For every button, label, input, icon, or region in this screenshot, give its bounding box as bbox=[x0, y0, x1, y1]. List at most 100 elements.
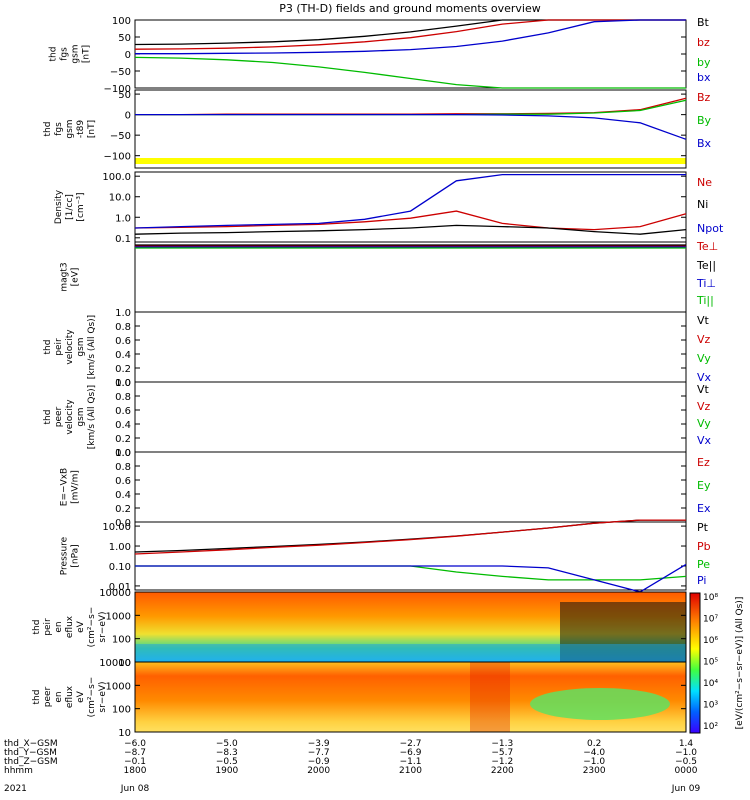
x-tick-value: −3.9 bbox=[308, 739, 330, 749]
y-axis-label: thd bbox=[49, 47, 59, 62]
legend-Vy: Vy bbox=[697, 352, 711, 365]
y-tick-label: 1.0 bbox=[115, 213, 131, 224]
x-tick-value: −2.7 bbox=[400, 739, 422, 749]
panel-frame bbox=[134, 241, 687, 313]
y-axis-label: gsm bbox=[76, 337, 86, 356]
y-tick-label: 1000 bbox=[106, 611, 131, 622]
series-line-Pb bbox=[134, 519, 686, 555]
x-tick-value: 2000 bbox=[307, 766, 330, 776]
y-tick-label: 0.0 bbox=[115, 378, 131, 389]
y-axis-label: thd bbox=[43, 410, 53, 425]
y-tick-label: 0.8 bbox=[115, 392, 131, 403]
legend-Te||: Te|| bbox=[696, 259, 716, 272]
colorbar-gradient bbox=[689, 592, 701, 734]
y-tick-label: 0.6 bbox=[115, 336, 131, 347]
panel-peir_velocity: 1.0 0.8 0.6 0.4 0.2 0.0 thd peir velocity gsm [km/… bbox=[43, 308, 712, 389]
y-axis-label: thd bbox=[32, 690, 42, 705]
y-tick-label: 0.6 bbox=[115, 406, 131, 417]
y-axis-label: (cm²−s− bbox=[87, 607, 97, 648]
y-tick-label: 0.2 bbox=[115, 364, 131, 375]
legend-Te⊥: Te⊥ bbox=[696, 240, 718, 253]
y-axis-label: peer bbox=[54, 406, 64, 427]
y-tick-label: 0.10 bbox=[109, 562, 131, 573]
x-tick-value: −7.7 bbox=[308, 748, 330, 758]
x-end-date: Jun 09 bbox=[671, 784, 701, 794]
x-tick-value: −6.9 bbox=[400, 748, 422, 758]
y-tick-label: 0.2 bbox=[115, 434, 131, 445]
x-tick-value: −1.3 bbox=[491, 739, 513, 749]
y-tick-label: 0.4 bbox=[115, 350, 131, 361]
panel-frame bbox=[134, 521, 687, 591]
legend-Ex: Ex bbox=[697, 502, 711, 515]
y-axis-label: [1/cc] bbox=[65, 194, 75, 220]
series-line-Ne bbox=[134, 210, 687, 231]
y-tick-label: 0.1 bbox=[115, 234, 131, 245]
panel-frame bbox=[134, 89, 687, 169]
y-tick-label: 100 bbox=[112, 635, 131, 646]
y-axis-label: en bbox=[54, 621, 64, 632]
y-tick-label: 50 bbox=[118, 90, 131, 101]
y-axis-label: peir bbox=[54, 338, 64, 356]
series-line-Ni bbox=[134, 224, 687, 235]
y-tick-label: 0.2 bbox=[115, 504, 131, 515]
panel-fgs_gsm_t89: 50 0 −50 −100 thd fgs gsm -t89 [nT] Bz By Bx bbox=[43, 89, 712, 169]
y-tick-label: 0.6 bbox=[115, 476, 131, 487]
y-axis-label: [km/s (All Qs)] bbox=[87, 385, 97, 449]
y-tick-label: 0.01 bbox=[109, 582, 131, 593]
y-tick-label: 10 bbox=[118, 658, 131, 669]
y-tick-label: 1.0 bbox=[115, 378, 131, 389]
series-line-bz bbox=[134, 19, 686, 50]
y-axis-label: velocity bbox=[65, 399, 75, 435]
series-line-Pt bbox=[134, 519, 686, 553]
series-line-bx bbox=[135, 19, 686, 55]
x-tick-value: −8.3 bbox=[216, 748, 238, 758]
panel-efield: 1.0 0.8 0.6 0.4 0.2 0.0 E=−VxB [mV/m] Ez Ey Ex bbox=[60, 448, 711, 529]
x-tick-value: −6.0 bbox=[124, 739, 146, 749]
x-tick-value: −1.1 bbox=[400, 757, 422, 767]
y-axis-label: sr−eV) bbox=[98, 611, 108, 642]
chart-title: P3 (TH-D) fields and ground moments over… bbox=[279, 2, 541, 15]
series-line-Bx bbox=[135, 113, 687, 140]
y-axis-label: eV bbox=[76, 690, 86, 703]
y-axis-label: eflux bbox=[65, 615, 75, 638]
y-tick-label: 100 bbox=[112, 705, 131, 716]
legend-Vt: Vt bbox=[697, 383, 710, 396]
legend-Pi: Pi bbox=[697, 574, 706, 587]
y-axis-label: thd bbox=[43, 122, 53, 137]
legend-Vx: Vx bbox=[697, 371, 712, 384]
panel-frame bbox=[134, 311, 687, 383]
x-year-label: 2021 bbox=[4, 784, 27, 794]
y-tick-label: −100 bbox=[104, 84, 131, 95]
y-tick-label: 1.0 bbox=[115, 308, 131, 319]
y-tick-label: 10000 bbox=[99, 588, 131, 599]
x-tick-value: −0.1 bbox=[124, 757, 146, 767]
series-line-Pi bbox=[135, 563, 687, 593]
x-tick-value: 0.2 bbox=[587, 739, 601, 749]
y-axis-label: thd bbox=[32, 620, 42, 635]
y-tick-label: 0.0 bbox=[115, 448, 131, 459]
series-line-Npot bbox=[134, 173, 686, 229]
y-axis-label: [km/s (All Qs)] bbox=[87, 315, 97, 379]
y-tick-label: 10 bbox=[118, 728, 131, 739]
y-axis-label: eV bbox=[76, 620, 86, 633]
x-tick-value: −8.7 bbox=[124, 748, 146, 758]
colorbar-label: [eV/(cm²−s−sr−eV)] (All Qs)] bbox=[735, 597, 745, 730]
x-tick-value: −5.7 bbox=[491, 748, 513, 758]
y-tick-label: 0.8 bbox=[115, 462, 131, 473]
y-tick-label: 10.0 bbox=[109, 193, 131, 204]
legend-Vx: Vx bbox=[697, 434, 712, 447]
x-row-label: hhmm bbox=[4, 766, 33, 776]
series-line-Bt bbox=[134, 19, 686, 46]
y-tick-label: −50 bbox=[110, 67, 131, 78]
y-axis-label: [nT] bbox=[82, 45, 92, 63]
y-axis-label: velocity bbox=[65, 329, 75, 365]
y-axis-label: -t89 bbox=[76, 120, 86, 139]
x-tick-value: 0000 bbox=[675, 766, 698, 776]
colorbar-tick: 10⁵ bbox=[703, 658, 718, 668]
y-tick-label: −100 bbox=[104, 152, 131, 163]
y-axis-label: magt3 bbox=[60, 262, 70, 291]
panel-density: 100.0 10.0 1.0 0.1 Density [1/cc] [cm⁻³] Ne Ni Np… bbox=[54, 171, 724, 245]
y-tick-label: 0.4 bbox=[115, 490, 131, 501]
y-axis-label: gsm bbox=[65, 119, 75, 138]
